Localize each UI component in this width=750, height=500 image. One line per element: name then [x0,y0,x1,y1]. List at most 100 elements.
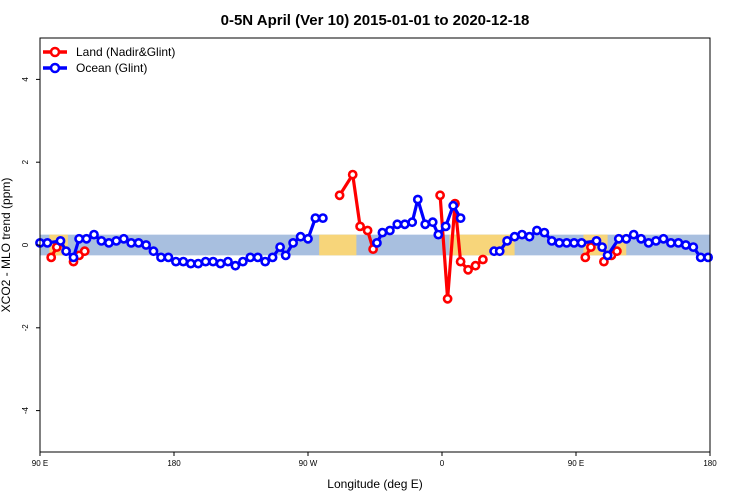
data-point-ocean [602,250,613,261]
data-point-ocean [215,258,226,269]
data-point-ocean [89,229,99,240]
data-point-ocean [412,194,423,205]
data-point-ocean [448,200,459,211]
data-point-ocean [141,240,151,250]
data-point-ocean [455,213,466,223]
data-point-ocean [260,256,271,267]
data-point-land [580,252,591,263]
data-point-ocean [111,235,122,246]
chart-title: 0-5N April (Ver 10) 2015-01-01 to 2020-1… [221,12,530,29]
data-point-ocean [288,237,298,248]
legend-label-land: Land (Nadir&Glint) [76,45,175,59]
x-tick-label: 0 [440,459,445,468]
data-point-ocean [377,227,388,238]
data-point-ocean [310,213,321,223]
data-point-ocean [494,246,505,257]
data-point-ocean [267,252,278,263]
data-point-ocean [532,225,542,236]
data-point-land [442,293,453,304]
x-tick-label: 180 [167,459,181,468]
x-axis-label: Longitude (deg E) [327,477,422,491]
data-point-ocean [252,252,263,263]
y-tick-label: 2 [21,159,30,164]
legend: Land (Nadir&Glint) Ocean (Glint) [43,45,175,75]
data-point-ocean [658,233,669,244]
legend-marker-ocean [49,62,61,74]
data-point-ocean [703,252,713,263]
data-point-land [334,190,345,201]
data-point-ocean [643,237,654,248]
land-band-segment [615,234,627,256]
data-point-land [46,252,57,263]
data-point-ocean [317,213,328,223]
data-point-ocean [628,229,639,240]
data-point-land [612,246,622,257]
data-point-land [79,246,90,257]
data-point-ocean [178,256,189,267]
y-axis: -4 -2 0 2 4 [21,77,40,414]
data-point-ocean [613,233,624,244]
legend-item-land: Land (Nadir&Glint) [43,45,175,59]
data-point-ocean [81,233,92,244]
data-point-ocean [384,225,395,236]
data-point-land [477,254,488,265]
data-point-ocean [651,235,661,246]
data-point-ocean [133,237,144,248]
x-tick-label: 180 [703,459,717,468]
data-point-ocean [524,231,535,242]
data-point-ocean [208,256,218,267]
y-tick-label: 4 [21,77,30,82]
data-point-land [355,221,365,232]
data-point-ocean [237,256,248,267]
data-point-ocean [688,242,699,252]
data-point-land [347,169,358,180]
data-point-ocean [223,256,233,267]
data-point-ocean [517,229,527,240]
series-layer [35,169,713,304]
data-point-ocean [621,233,632,244]
data-point-land [470,260,481,271]
x-tick-label: 90 W [299,459,318,468]
data-point-ocean [371,237,382,248]
data-point-ocean [55,235,66,246]
data-point-ocean [96,235,107,246]
data-point-ocean [61,246,71,257]
legend-item-ocean: Ocean (Glint) [43,61,147,75]
series-land [46,169,622,304]
data-point-ocean [163,252,174,263]
legend-label-ocean: Ocean (Glint) [76,61,147,75]
data-point-ocean [118,233,129,244]
data-point-ocean [193,258,204,269]
data-point-ocean [245,252,256,263]
data-point-ocean [569,237,579,248]
data-point-ocean [420,219,431,230]
data-point-ocean [230,260,241,271]
data-point-ocean [502,235,512,246]
data-point-ocean [303,233,313,244]
data-point-ocean [104,237,114,248]
data-point-land [463,264,473,275]
data-point-ocean [392,219,403,230]
data-point-ocean [148,246,159,257]
data-point-ocean [280,250,291,261]
data-point-ocean [42,237,53,248]
series-ocean [35,194,713,271]
data-point-ocean [427,217,438,228]
x-tick-label: 90 E [32,459,48,468]
data-point-ocean [539,227,550,238]
y-tick-label: -4 [21,406,30,414]
data-point-ocean [636,233,646,244]
data-point-ocean [440,221,451,232]
data-point-ocean [680,240,691,250]
data-point-ocean [68,252,79,263]
legend-marker-land [49,46,61,58]
data-point-ocean [275,242,285,252]
data-point-ocean [407,217,418,228]
data-point-ocean [546,235,557,246]
y-axis-label: XCO2 - MLO trend (ppm) [0,178,13,313]
data-point-ocean [433,229,444,240]
data-point-ocean [200,256,211,267]
data-point-land [435,190,445,201]
x-axis: 90 E 180 90 W 0 90 E 180 [32,452,717,468]
